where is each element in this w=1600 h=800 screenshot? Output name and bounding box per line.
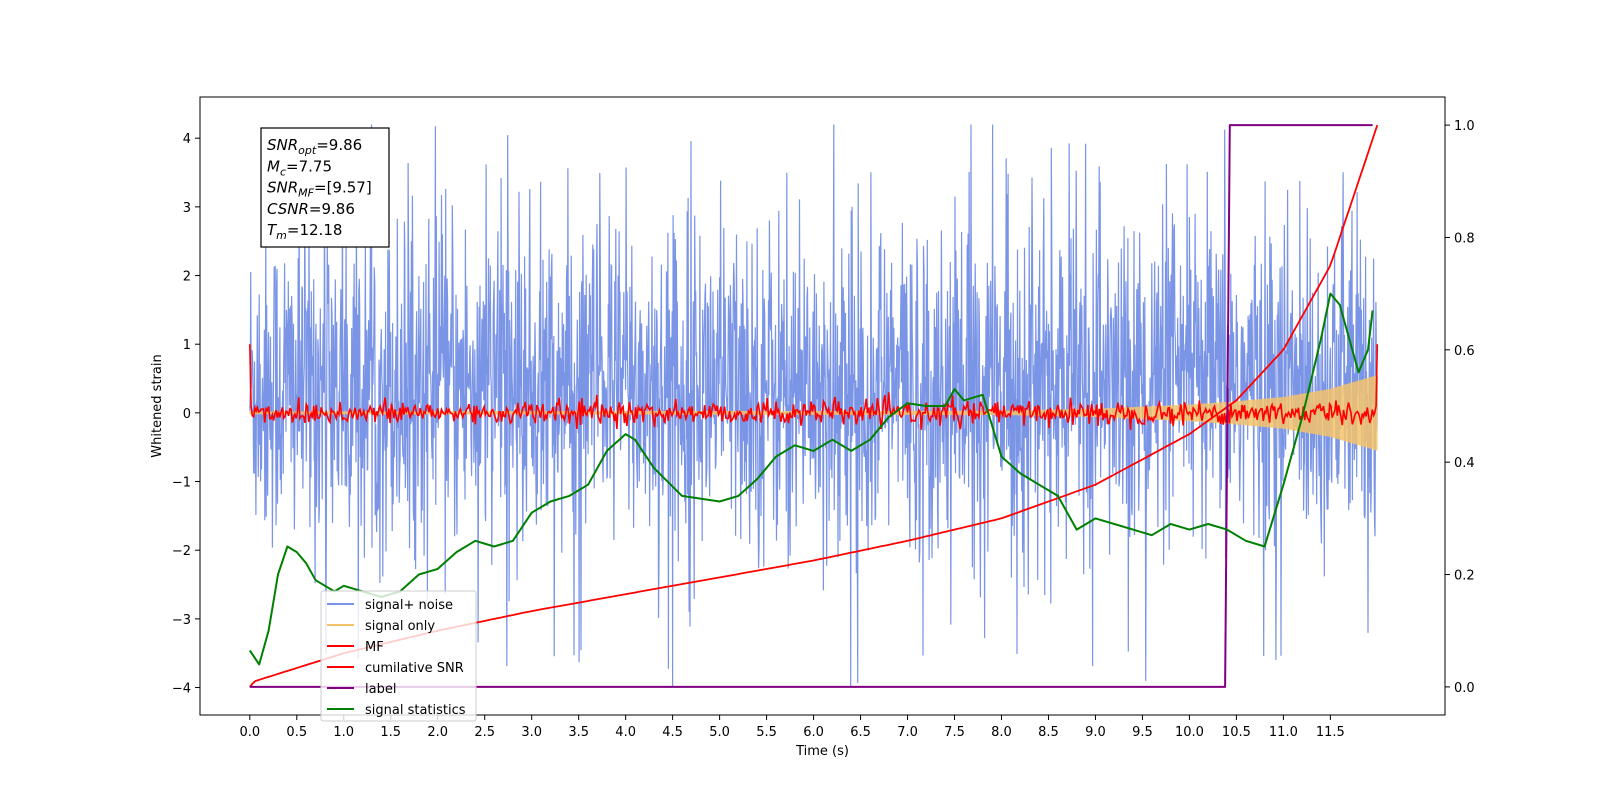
y-tick-label-left: −1 (172, 476, 191, 491)
y-axis-right: 0.0 0.2 0.4 0.6 0.8 1.0 (1445, 119, 1475, 696)
x-tick-label: 6.5 (850, 725, 871, 740)
x-tick-label: 2.0 (427, 725, 448, 740)
x-tick-label: 9.0 (1085, 725, 1106, 740)
axes-frame (199, 96, 1446, 716)
x-tick-label: 1.5 (380, 725, 401, 740)
y-tick-label-left: −3 (172, 613, 191, 628)
y-tick-label-right: 0.0 (1454, 681, 1475, 696)
x-axis-label: Time (s) (795, 744, 849, 759)
x-tick-label: 8.0 (991, 725, 1012, 740)
x-tick-label: 3.5 (568, 725, 589, 740)
x-tick-label: 8.5 (1038, 725, 1059, 740)
y-tick-label-left: 1 (183, 338, 191, 353)
y-tick-label-left: −4 (172, 682, 191, 697)
x-tick-label: 11.0 (1269, 725, 1298, 740)
x-tick-label: 6.0 (803, 725, 824, 740)
y-tick-label-left: −2 (172, 544, 191, 559)
x-tick-label: 7.0 (897, 725, 918, 740)
annotation-line: Mc=7.75 (267, 157, 332, 178)
x-tick-label: 9.5 (1132, 725, 1153, 740)
y-tick-label-left: 3 (183, 201, 191, 216)
y-tick-label-right: 0.6 (1454, 344, 1475, 359)
x-tick-label: 2.5 (474, 725, 495, 740)
x-tick-label: 0.5 (286, 725, 307, 740)
x-tick-label: 11.5 (1316, 725, 1345, 740)
annotation-line: CSNR=9.86 (267, 200, 355, 218)
x-tick-label: 10.0 (1175, 725, 1204, 740)
x-tick-label: 1.0 (333, 725, 354, 740)
x-tick-label: 10.5 (1222, 725, 1251, 740)
x-tick-label: 4.5 (662, 725, 683, 740)
legend-label: signal only (365, 619, 435, 634)
y-tick-label-left: 4 (183, 132, 191, 147)
legend-label: MF (365, 640, 384, 655)
annotation-line: SNRMF=[9.57] (267, 179, 372, 200)
x-tick-label: 5.5 (756, 725, 777, 740)
y-tick-label-right: 0.4 (1454, 456, 1475, 471)
y-tick-label-left: 2 (183, 270, 191, 285)
x-tick-label: 5.0 (709, 725, 730, 740)
y-axis-label: Whitened strain (150, 354, 165, 457)
legend-label: signal+ noise (365, 598, 453, 613)
x-tick-label: 7.5 (944, 725, 965, 740)
annotation-box-border (260, 127, 390, 248)
legend: signal+ noise signal only MF cumilative SNR… (320, 590, 477, 722)
legend-label: signal statistics (365, 703, 466, 718)
legend-box (320, 590, 477, 722)
y-tick-label-left: 0 (183, 407, 191, 422)
legend-label: label (365, 682, 396, 697)
series-label (249, 124, 1373, 688)
y-tick-label-right: 0.8 (1454, 231, 1475, 246)
x-tick-label: 0.0 (239, 725, 260, 740)
x-tick-label: 4.0 (615, 725, 636, 740)
annotation-line: SNRopt=9.86 (267, 136, 362, 157)
x-axis: 0.0 0.5 1.0 1.5 2.0 2.5 3.0 3.5 4.0 4.5 5.0 5.5 6.0 6… (239, 715, 1345, 740)
y-axis-left: −4 −3 −2 −1 0 1 2 3 4 (172, 132, 200, 697)
series-mf (249, 344, 1379, 431)
legend-label: cumilative SNR (365, 661, 464, 676)
x-tick-label: 3.0 (521, 725, 542, 740)
annotation-line: Tm=12.18 (267, 221, 342, 242)
y-tick-label-right: 1.0 (1454, 119, 1475, 134)
y-tick-label-right: 0.2 (1454, 569, 1475, 584)
